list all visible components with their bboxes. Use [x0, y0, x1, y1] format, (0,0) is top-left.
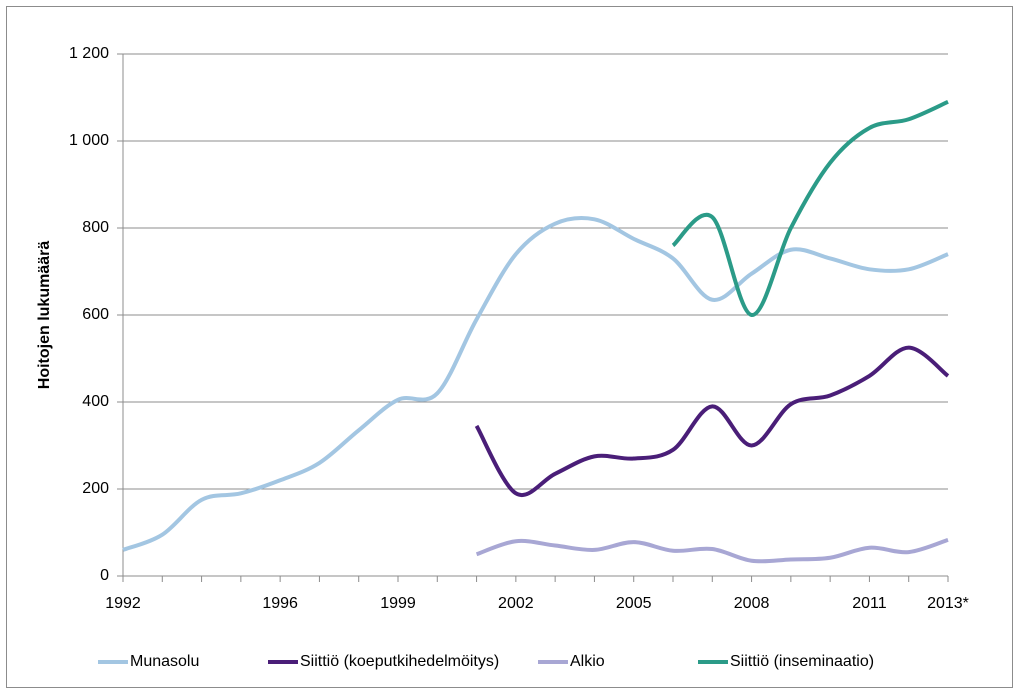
legend-label: Munasolu: [130, 653, 199, 670]
y-tick-label: 800: [82, 219, 109, 236]
chart-border: [6, 6, 1013, 688]
y-tick-label: 200: [82, 480, 109, 497]
x-tick-label: 2005: [616, 595, 652, 612]
legend-label: Alkio: [570, 653, 605, 670]
x-tick-label: 2008: [734, 595, 770, 612]
y-tick-label: 1 200: [69, 45, 109, 62]
x-tick-label: 2002: [498, 595, 534, 612]
legend-label: Siittiö (koeputkihedelmöitys): [300, 653, 499, 670]
series-line: [122, 216, 949, 552]
series-line: [474, 345, 950, 498]
y-tick-label: 400: [82, 393, 109, 410]
y-axis-label: Hoitojen lukumäärä: [36, 241, 53, 390]
y-tick-label: 1 000: [69, 132, 109, 149]
y-tick-label: 600: [82, 306, 109, 323]
x-tick-label: 2013*: [927, 595, 969, 612]
x-tick-label: 2011: [852, 595, 887, 612]
x-tick-label: 1999: [380, 595, 416, 612]
legend-label: Siittiö (inseminaatio): [730, 653, 874, 670]
series-line: [671, 100, 949, 317]
x-tick-label: 1992: [105, 595, 141, 612]
x-tick-label: 1996: [262, 595, 298, 612]
series-line: [475, 537, 949, 564]
y-tick-label: 0: [100, 567, 109, 584]
